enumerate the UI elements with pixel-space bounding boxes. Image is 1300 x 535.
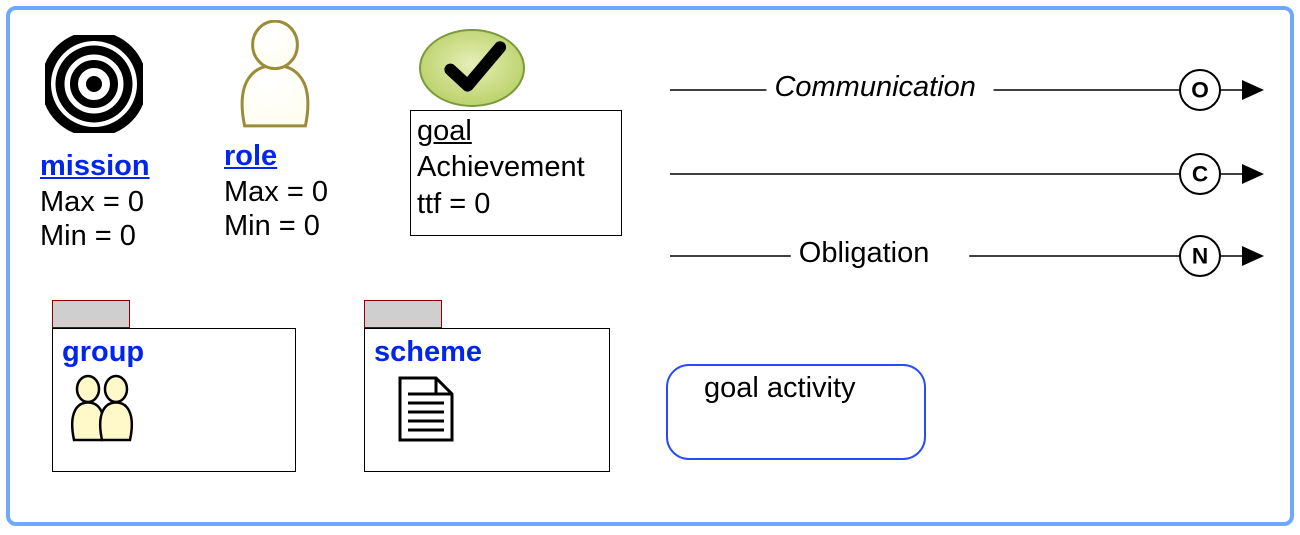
conn-node-letter-0: O <box>1191 78 1209 103</box>
diagram-canvas: missionMax = 0Min = 0roleMax = 0Min = 0g… <box>6 6 1294 526</box>
connections-layer: O C N <box>10 10 1298 530</box>
conn-label-obligation: Obligation <box>799 237 930 270</box>
conn-node-letter-2: N <box>1192 244 1208 269</box>
conn-label-communication: Communication <box>774 71 975 104</box>
conn-node-letter-1: C <box>1192 162 1208 187</box>
